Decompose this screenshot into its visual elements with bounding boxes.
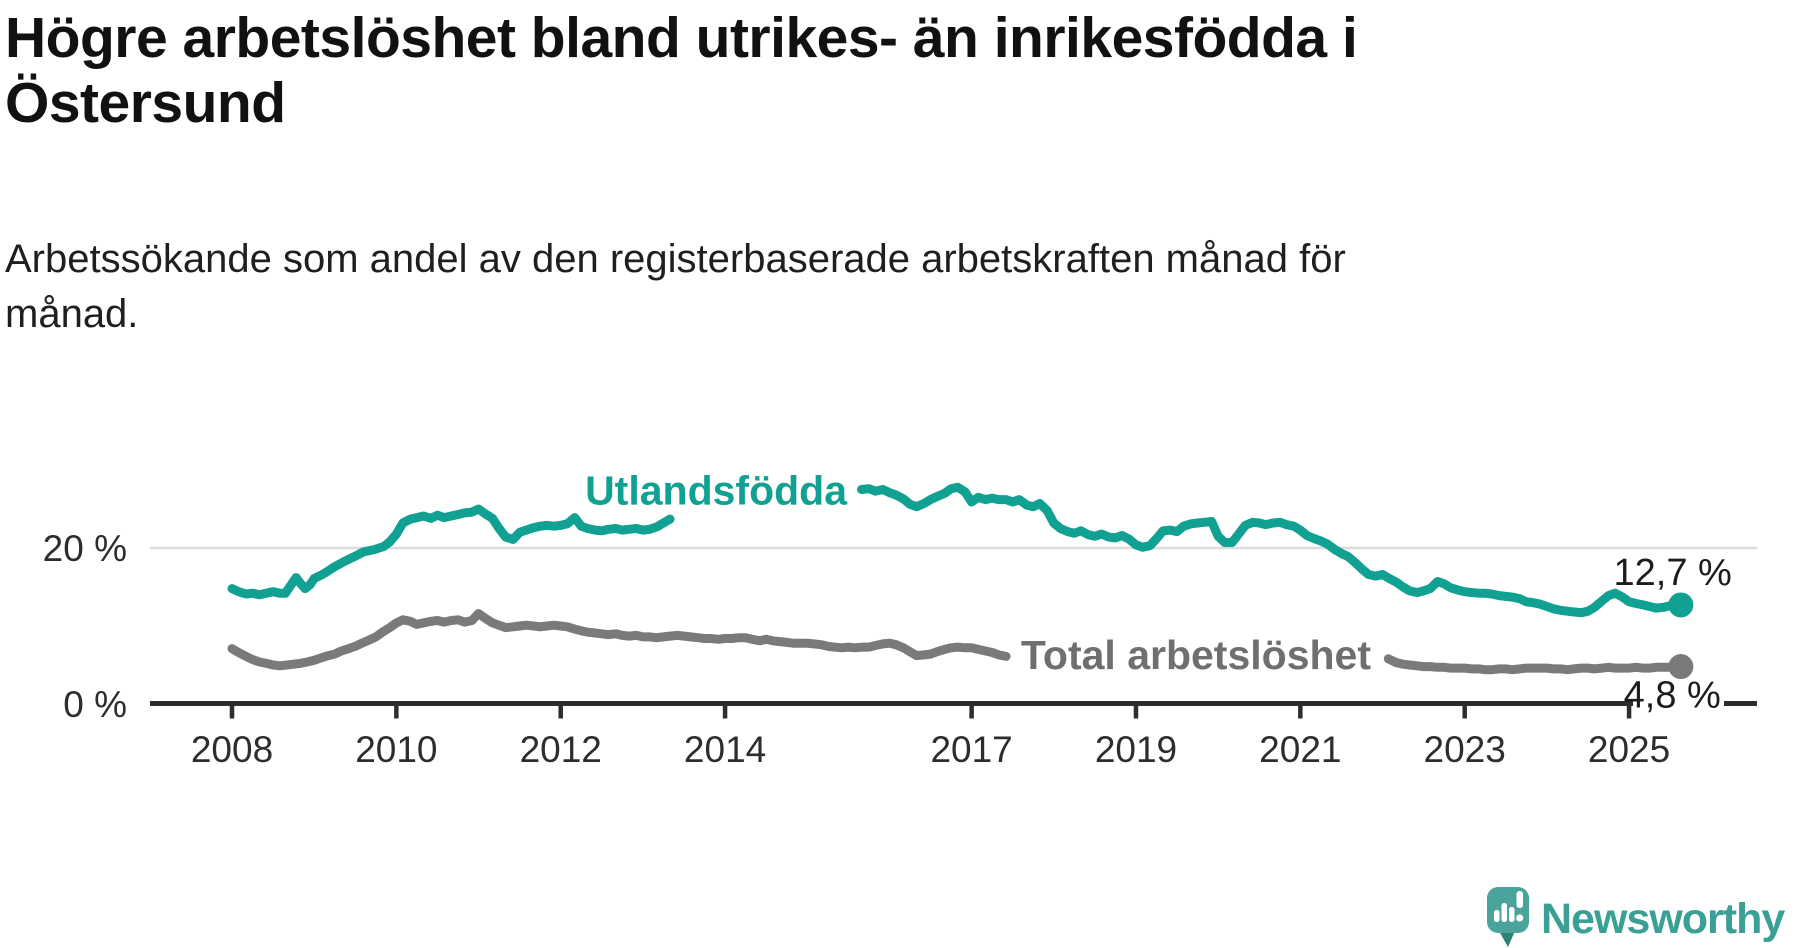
newsworthy-logo: Newsworthy [1487,887,1786,947]
x-tick-label-2008: 2008 [191,729,273,770]
x-tick-label-2025: 2025 [1588,729,1670,770]
series-line-utlandsfodda-1 [857,482,1686,618]
x-tick-label-2017: 2017 [930,729,1012,770]
newsworthy-wordmark: Newsworthy [1541,895,1785,943]
end-dot-utlandsfodda [1668,592,1694,618]
end-value-label-utlandsfodda: 12,7 % [1614,552,1732,594]
series-line-total-0 [227,609,1011,671]
x-tick-label-2021: 2021 [1259,729,1341,770]
end-value-label-total: 4,8 % [1624,675,1721,717]
series-label-total: Total arbetslöshet [1021,632,1371,678]
page-title: Högre arbetslöshet bland utrikes- än inr… [5,6,1358,135]
series-label-utlandsfodda: Utlandsfödda [585,467,848,513]
y-tick-label-0: 0 % [63,684,127,725]
x-tick-label-2010: 2010 [355,729,437,770]
series-line-utlandsfodda-0 [227,504,675,600]
x-axis: 2008 2010 2012 2014 2017 2019 2021 2023 2025 0 % 2… [43,528,1757,770]
series-layer [227,482,1694,680]
x-tick-label-2012: 2012 [520,729,602,770]
page-subtitle: Arbetssökande som andel av den registerb… [5,237,1346,337]
series-line-total-1 [1383,654,1686,675]
newsworthy-icon [1487,887,1529,947]
labels-layer: Utlandsfödda 12,7 % Total arbetslöshet 4,8 … [585,467,1732,716]
x-tick-label-2014: 2014 [684,729,766,770]
x-tick-label-2023: 2023 [1424,729,1506,770]
x-tick-label-2019: 2019 [1095,729,1177,770]
end-dot-total [1668,654,1694,680]
bar-chart-glyph [1494,891,1524,922]
y-tick-label-20: 20 % [43,528,127,569]
